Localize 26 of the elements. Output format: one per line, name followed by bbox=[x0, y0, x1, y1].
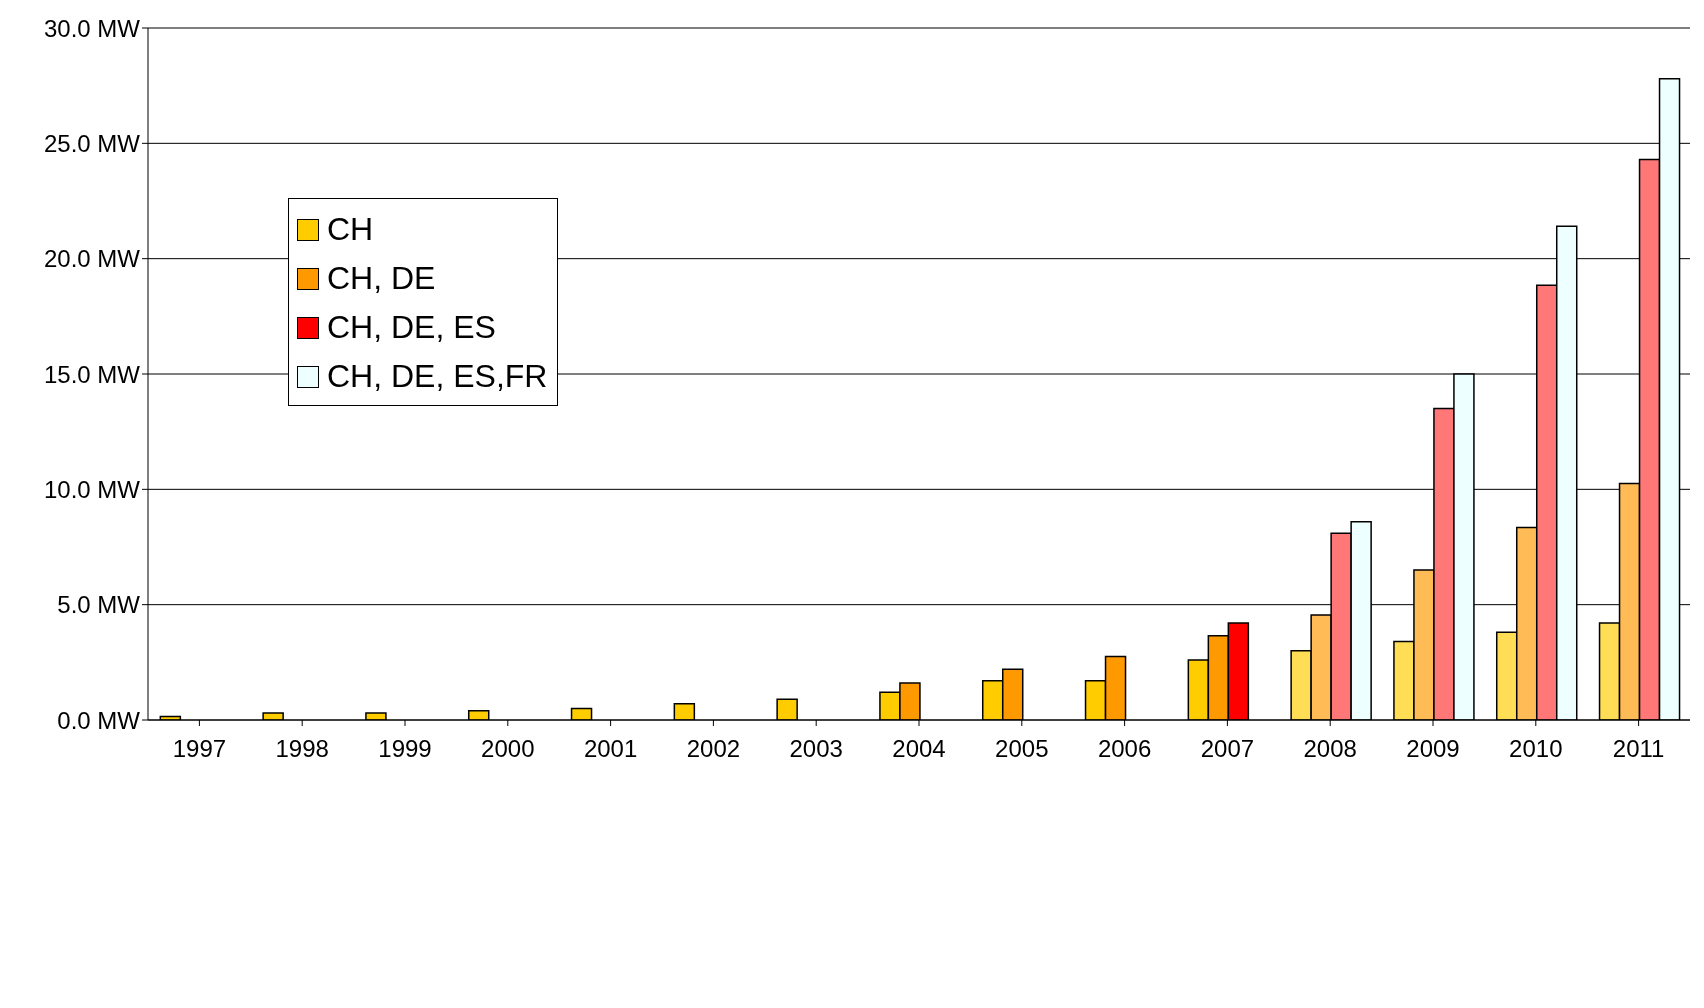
x-tick-label: 2006 bbox=[1097, 735, 1152, 763]
y-tick-label: 15.0 MW bbox=[43, 360, 141, 388]
y-tick-label: 0.0 MW bbox=[57, 706, 141, 734]
x-tick-label: 2011 bbox=[1612, 735, 1665, 763]
x-tick-label: 2009 bbox=[1406, 735, 1460, 763]
legend-label: CH bbox=[327, 210, 374, 249]
x-tick-label: 2007 bbox=[1200, 735, 1255, 763]
legend-label: CH, DE, ES bbox=[327, 308, 496, 347]
x-tick-label: 2004 bbox=[892, 735, 946, 763]
x-tick-label: 2002 bbox=[686, 735, 741, 763]
x-tick-label: 2001 bbox=[583, 735, 638, 763]
x-tick-label: 1997 bbox=[172, 735, 227, 763]
x-tick-label: 2005 bbox=[995, 735, 1049, 763]
y-tick-label: 30.0 MW bbox=[43, 14, 141, 42]
legend-label: CH, DE bbox=[327, 259, 436, 298]
y-tick-label: 10.0 MW bbox=[43, 475, 141, 503]
x-tick-label: 1999 bbox=[378, 735, 432, 763]
legend-label: CH, DE, ES,FR bbox=[327, 357, 548, 396]
y-tick-label: 5.0 MW bbox=[57, 591, 141, 619]
x-tick-label: 2003 bbox=[789, 735, 843, 763]
x-tick-label: 2000 bbox=[481, 735, 535, 763]
y-tick-label: 20.0 MW bbox=[43, 245, 141, 273]
y-tick-label: 25.0 MW bbox=[43, 129, 141, 157]
x-tick-label: 2008 bbox=[1303, 735, 1357, 763]
x-tick-label: 2010 bbox=[1509, 735, 1563, 763]
x-tick-label: 1998 bbox=[275, 735, 329, 763]
